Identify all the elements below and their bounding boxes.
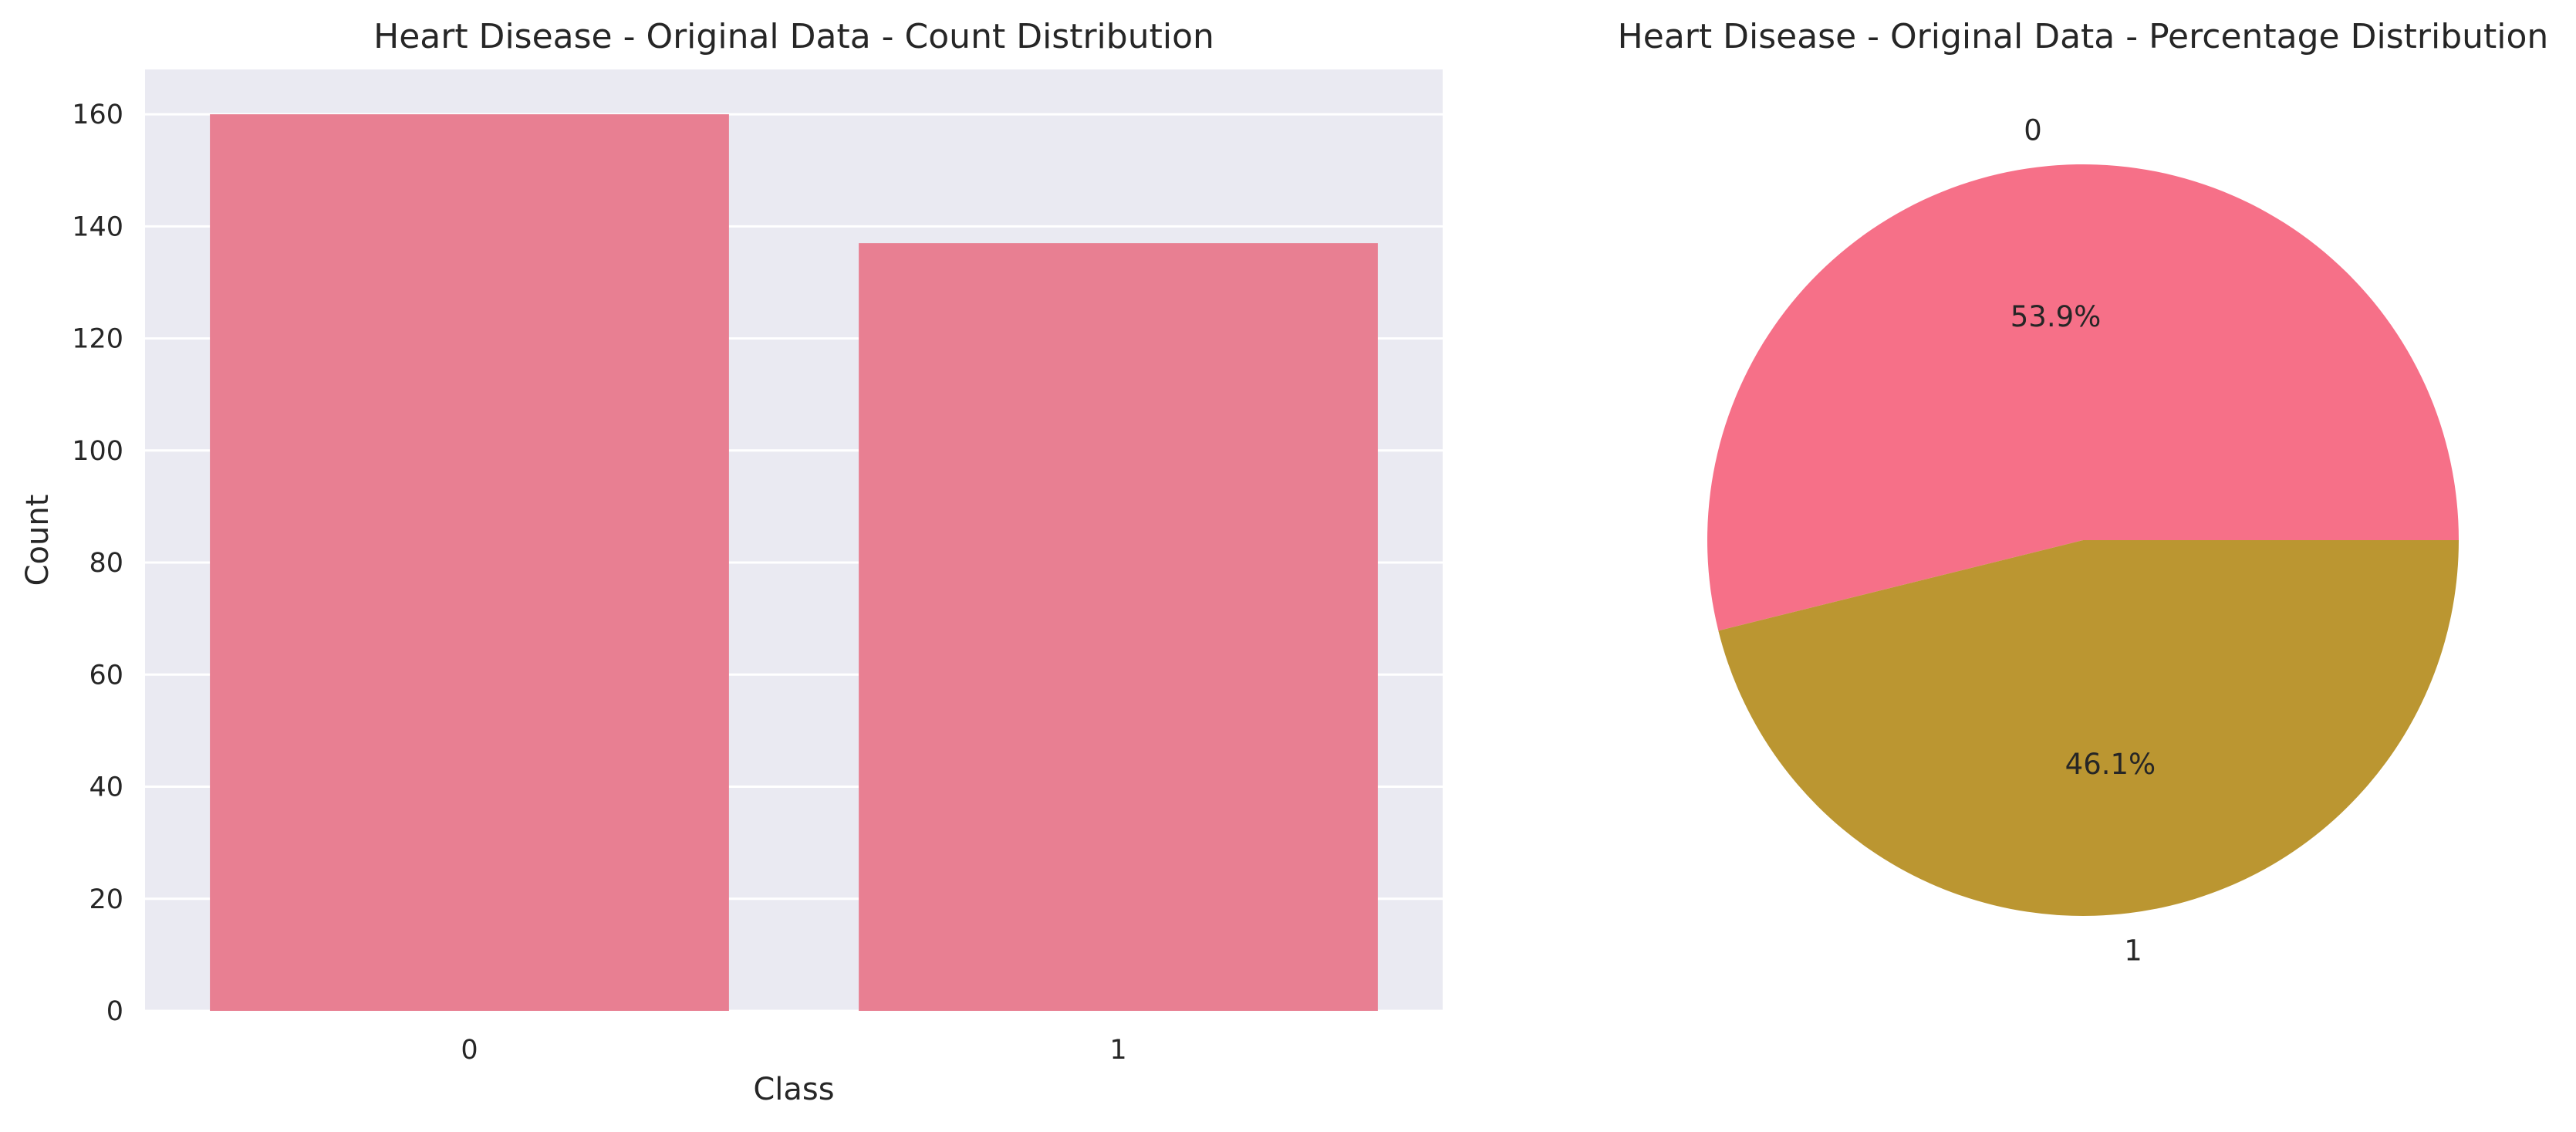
bar-y-tick-label: 120: [72, 324, 123, 355]
bar-y-tick-label: 40: [89, 772, 123, 803]
pie-chart-panel: 0 53.9% 1 46.1% Heart Disease - Original Da…: [1618, 17, 2549, 968]
bar-x-axis-label: Class: [753, 1072, 834, 1107]
bar-x-tick-label: 1: [1109, 1035, 1126, 1066]
bar-y-tick-label: 20: [89, 884, 123, 915]
pie-labels: 0 53.9% 1 46.1%: [2010, 113, 2156, 967]
pie-category-label: 1: [2124, 934, 2142, 968]
pie-category-label: 0: [2024, 113, 2042, 147]
bar-y-tick-label: 60: [89, 660, 123, 691]
bar-chart-title: Heart Disease - Original Data - Count Di…: [373, 17, 1214, 56]
bar-y-tick-label: 140: [72, 211, 123, 242]
pie-slice-1: [1718, 540, 2459, 916]
pie-percent-label: 53.9%: [2010, 300, 2102, 333]
pie-slice-0: [1707, 164, 2459, 631]
bar-y-tick-label: 80: [89, 548, 123, 579]
bar-class-0: [210, 114, 729, 1012]
bar-x-tick-label: 0: [461, 1035, 478, 1066]
pie-slices: [1707, 164, 2459, 916]
bar-series: [210, 114, 1378, 1012]
bar-y-tick-label: 160: [72, 100, 123, 130]
bar-class-1: [859, 243, 1378, 1012]
bar-y-axis-label: Count: [20, 495, 56, 586]
pie-percent-label: 46.1%: [2065, 748, 2156, 781]
bar-y-tick-label: 100: [72, 436, 123, 467]
bar-y-tick-label: 0: [106, 996, 123, 1027]
pie-chart-title: Heart Disease - Original Data - Percenta…: [1618, 17, 2549, 56]
bar-y-ticks: 0 20 40 60 80 100 120 140 160: [72, 100, 123, 1027]
